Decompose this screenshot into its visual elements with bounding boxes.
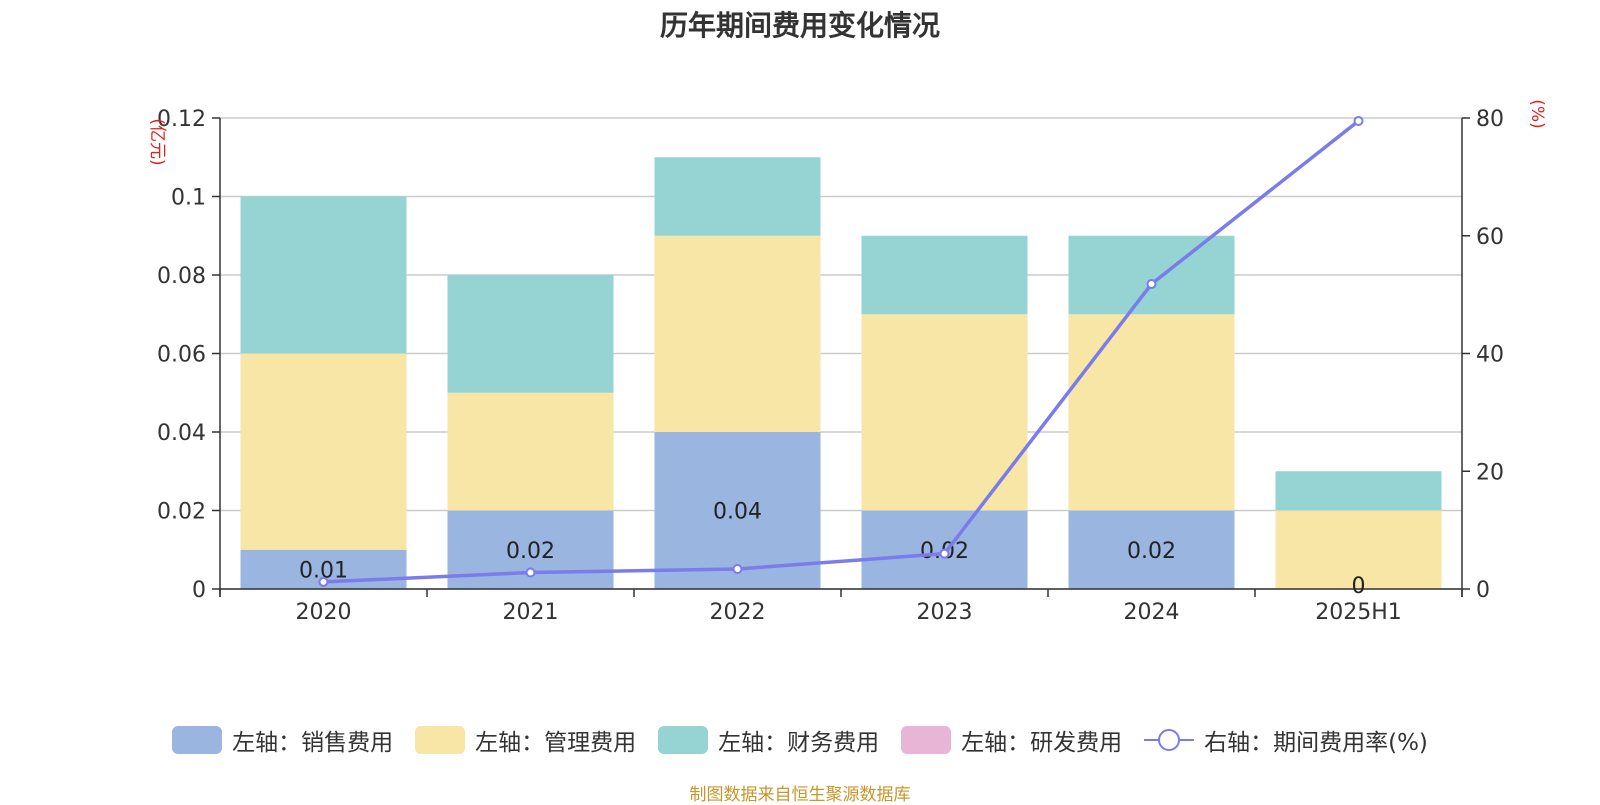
legend-item-rnd[interactable]: 左轴：研发费用 [901, 723, 1122, 757]
right-axis-unit: (%) [1527, 99, 1547, 128]
legend-item-expense-rate[interactable]: 右轴：期间费用率(%) [1144, 723, 1428, 757]
legend-swatch-sales [172, 726, 223, 754]
x-axis-tick-label: 2024 [1124, 600, 1180, 625]
bar-finance [654, 157, 821, 236]
bar-admin [1275, 510, 1442, 589]
x-axis-tick-label: 2022 [710, 600, 766, 625]
legend-label-sales: 左轴：销售费用 [232, 730, 394, 756]
x-axis-tick-label: 2021 [503, 600, 559, 625]
bar-finance [1275, 471, 1442, 511]
legend-item-admin[interactable]: 左轴：管理费用 [415, 723, 636, 757]
x-axis-tick-label: 2025H1 [1315, 600, 1402, 625]
right-axis-tick-label: 80 [1476, 107, 1504, 132]
left-axis-tick-label: 0.1 [171, 186, 206, 211]
legend-item-finance[interactable]: 左轴：财务费用 [658, 723, 879, 757]
legend-swatch-rnd [901, 726, 952, 754]
legend-label-rnd: 左轴：研发费用 [961, 730, 1123, 756]
left-axis-tick-label: 0.12 [157, 107, 206, 132]
bar-sales [1068, 510, 1235, 589]
line-point-expense-rate [1353, 115, 1364, 126]
left-axis-tick-label: 0.02 [157, 500, 206, 525]
data-label-sales: 0.04 [713, 500, 762, 525]
bar-finance [861, 235, 1028, 315]
legend-label-admin: 左轴：管理费用 [475, 730, 637, 756]
chart-title: 历年期间费用变化情况 [659, 9, 940, 42]
source-note: 制图数据来自恒生聚源数据库 [689, 785, 911, 805]
line-point-expense-rate [318, 576, 329, 587]
left-axis-unit: (亿元) [147, 118, 167, 165]
bar-admin [447, 392, 614, 511]
left-axis-tick-label: 0.06 [157, 343, 206, 368]
line-point-expense-rate [525, 567, 536, 578]
bar-admin [861, 314, 1028, 511]
legend-line-marker-icon [1144, 729, 1195, 751]
data-label-sales: 0 [1352, 574, 1366, 599]
bar-finance [1068, 235, 1235, 315]
line-point-expense-rate [939, 548, 950, 559]
data-label-sales: 0.02 [506, 539, 555, 564]
bar-finance [240, 196, 407, 354]
data-label-sales: 0.02 [1127, 539, 1176, 564]
left-axis-tick-label: 0 [192, 578, 206, 603]
bar-admin [240, 353, 407, 550]
bar-admin [1068, 314, 1235, 511]
bar-finance [447, 275, 614, 393]
x-axis-tick-label: 2020 [296, 600, 352, 625]
right-axis-tick-label: 20 [1476, 460, 1504, 485]
right-axis-tick-label: 0 [1476, 578, 1490, 603]
right-axis-tick-label: 40 [1476, 343, 1504, 368]
legend-label-expense-rate: 右轴：期间费用率(%) [1204, 730, 1428, 756]
line-point-expense-rate [732, 563, 743, 574]
line-expense-rate [323, 119, 1360, 584]
bar-admin [654, 235, 821, 432]
bar-sales [654, 432, 821, 589]
legend-item-sales[interactable]: 左轴：销售费用 [172, 723, 393, 757]
left-axis-tick-label: 0.08 [157, 264, 206, 289]
x-axis-tick-label: 2023 [917, 600, 973, 625]
legend-swatch-finance [658, 726, 709, 754]
left-axis-tick-label: 0.04 [157, 421, 206, 446]
legend: 左轴：销售费用 左轴：管理费用 左轴：财务费用 左轴：研发费用 右轴：期间费用率… [0, 722, 1600, 758]
line-point-expense-rate [1146, 279, 1157, 290]
legend-label-finance: 左轴：财务费用 [718, 730, 880, 756]
legend-swatch-admin [415, 726, 466, 754]
right-axis-tick-label: 60 [1476, 225, 1504, 250]
